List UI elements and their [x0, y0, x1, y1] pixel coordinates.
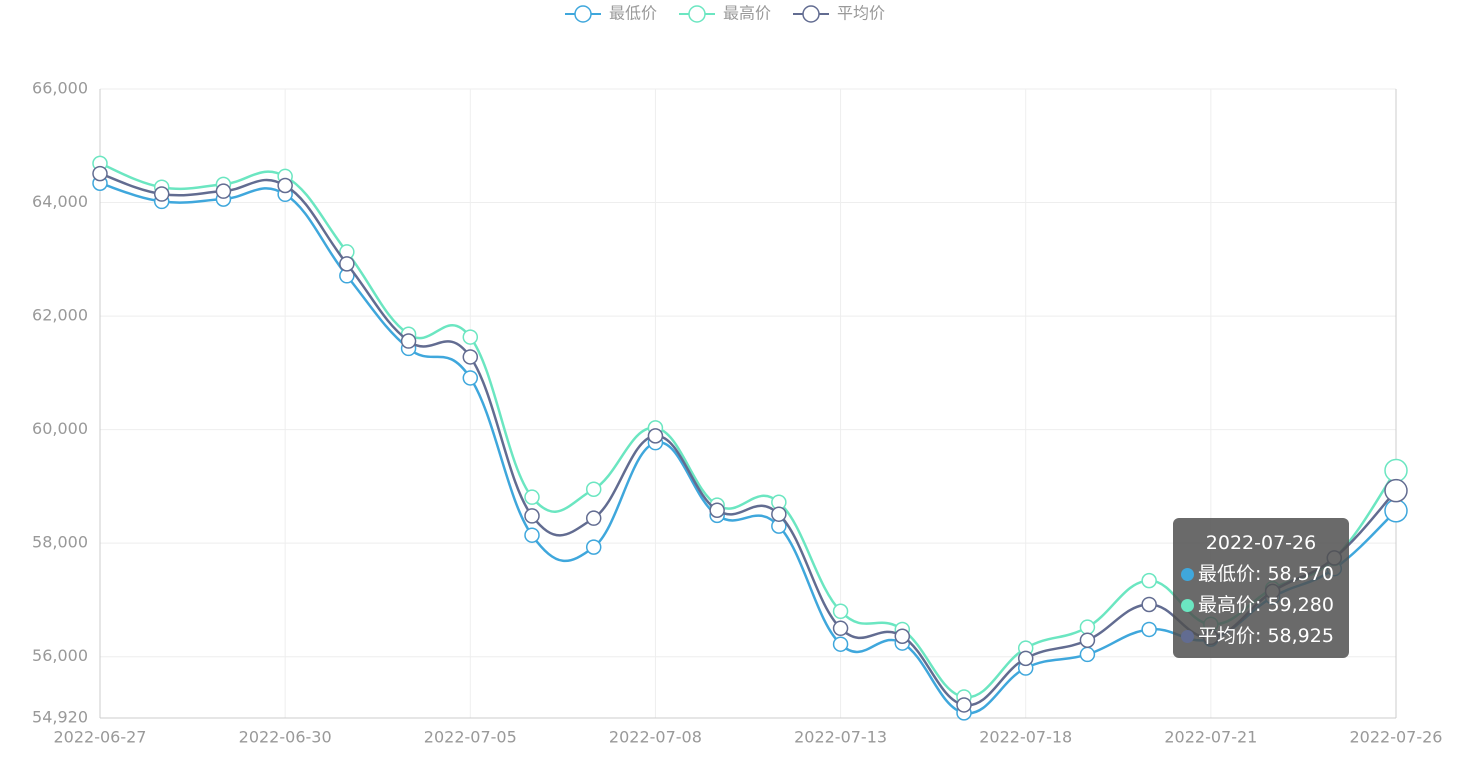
data-point [1079, 632, 1096, 648]
tooltip-title: 2022-07-26 [1205, 532, 1317, 554]
x-tick-label: 2022-06-27 [54, 728, 147, 747]
x-tick-label: 2022-07-05 [424, 728, 517, 747]
data-point [1079, 646, 1096, 663]
tooltip-text: 最高价: 59,280 [1198, 594, 1334, 616]
tooltip-dot [1181, 599, 1194, 612]
data-point [400, 333, 417, 349]
data-point [709, 502, 725, 518]
data-point [1017, 650, 1034, 667]
data-point [1079, 619, 1096, 635]
x-tick-label: 2022-07-08 [609, 728, 702, 747]
legend-icon [802, 5, 820, 23]
tooltip-row: 最高价: 59,280 [1181, 590, 1341, 621]
y-tick-label: 58,000 [32, 533, 88, 552]
data-point [585, 539, 602, 555]
y-tick-label: 66,000 [32, 79, 88, 98]
data-point [524, 489, 540, 505]
data-point [956, 697, 972, 713]
y-tick-label: 56,000 [32, 646, 88, 665]
legend: 最低价 最高价 平均价 [565, 4, 885, 23]
series-line [99, 182, 1397, 715]
data-point [462, 329, 479, 345]
data-point [277, 177, 293, 194]
y-tick-label: 62,000 [32, 306, 88, 325]
data-point [832, 603, 849, 620]
y-tick-label: 54,920 [32, 708, 88, 727]
data-point [832, 636, 849, 652]
x-tick-label: 2022-07-18 [979, 728, 1072, 747]
data-point [524, 527, 540, 543]
x-tick-label: 2022-07-26 [1350, 728, 1443, 747]
data-point [92, 165, 108, 182]
tooltip-dot [1181, 630, 1194, 643]
data-point [832, 620, 849, 637]
tooltip-text: 最低价: 58,570 [1198, 563, 1334, 585]
legend-label: 最低价 [609, 4, 657, 23]
data-point [1141, 596, 1157, 613]
data-point [647, 428, 664, 444]
tooltip-text: 平均价: 58,925 [1198, 625, 1334, 647]
data-point [153, 186, 170, 202]
data-point [462, 370, 479, 386]
y-tick-label: 60,000 [32, 419, 88, 438]
series-line [99, 172, 1397, 707]
data-point [215, 183, 232, 199]
x-tick-label: 2022-07-13 [794, 728, 887, 747]
data-point [771, 506, 787, 522]
legend-icon [574, 5, 592, 23]
data-point [585, 510, 602, 526]
data-point [462, 349, 479, 365]
legend-label: 平均价 [837, 4, 885, 23]
data-point [524, 508, 540, 524]
legend-label: 最高价 [723, 4, 771, 23]
tooltip: 2022-07-26 最低价: 58,570 最高价: 59,280 平均价: 58,… [1173, 518, 1349, 658]
data-point [894, 628, 911, 645]
y-tick-label: 64,000 [32, 192, 88, 211]
data-point [1384, 458, 1408, 483]
data-point [1384, 499, 1408, 523]
data-point [1384, 478, 1408, 503]
data-point [1141, 572, 1157, 589]
series-line [99, 162, 1398, 699]
data-point [339, 256, 355, 272]
x-tick-label: 2022-07-21 [1164, 728, 1257, 747]
legend-icon [688, 5, 706, 23]
tooltip-dot [1181, 568, 1194, 581]
x-tick-label: 2022-06-30 [239, 728, 332, 747]
tooltip-row: 平均价: 58,925 [1181, 621, 1341, 652]
tooltip-row: 最低价: 58,570 [1181, 559, 1341, 590]
data-point [1141, 621, 1157, 638]
data-point [585, 481, 602, 497]
